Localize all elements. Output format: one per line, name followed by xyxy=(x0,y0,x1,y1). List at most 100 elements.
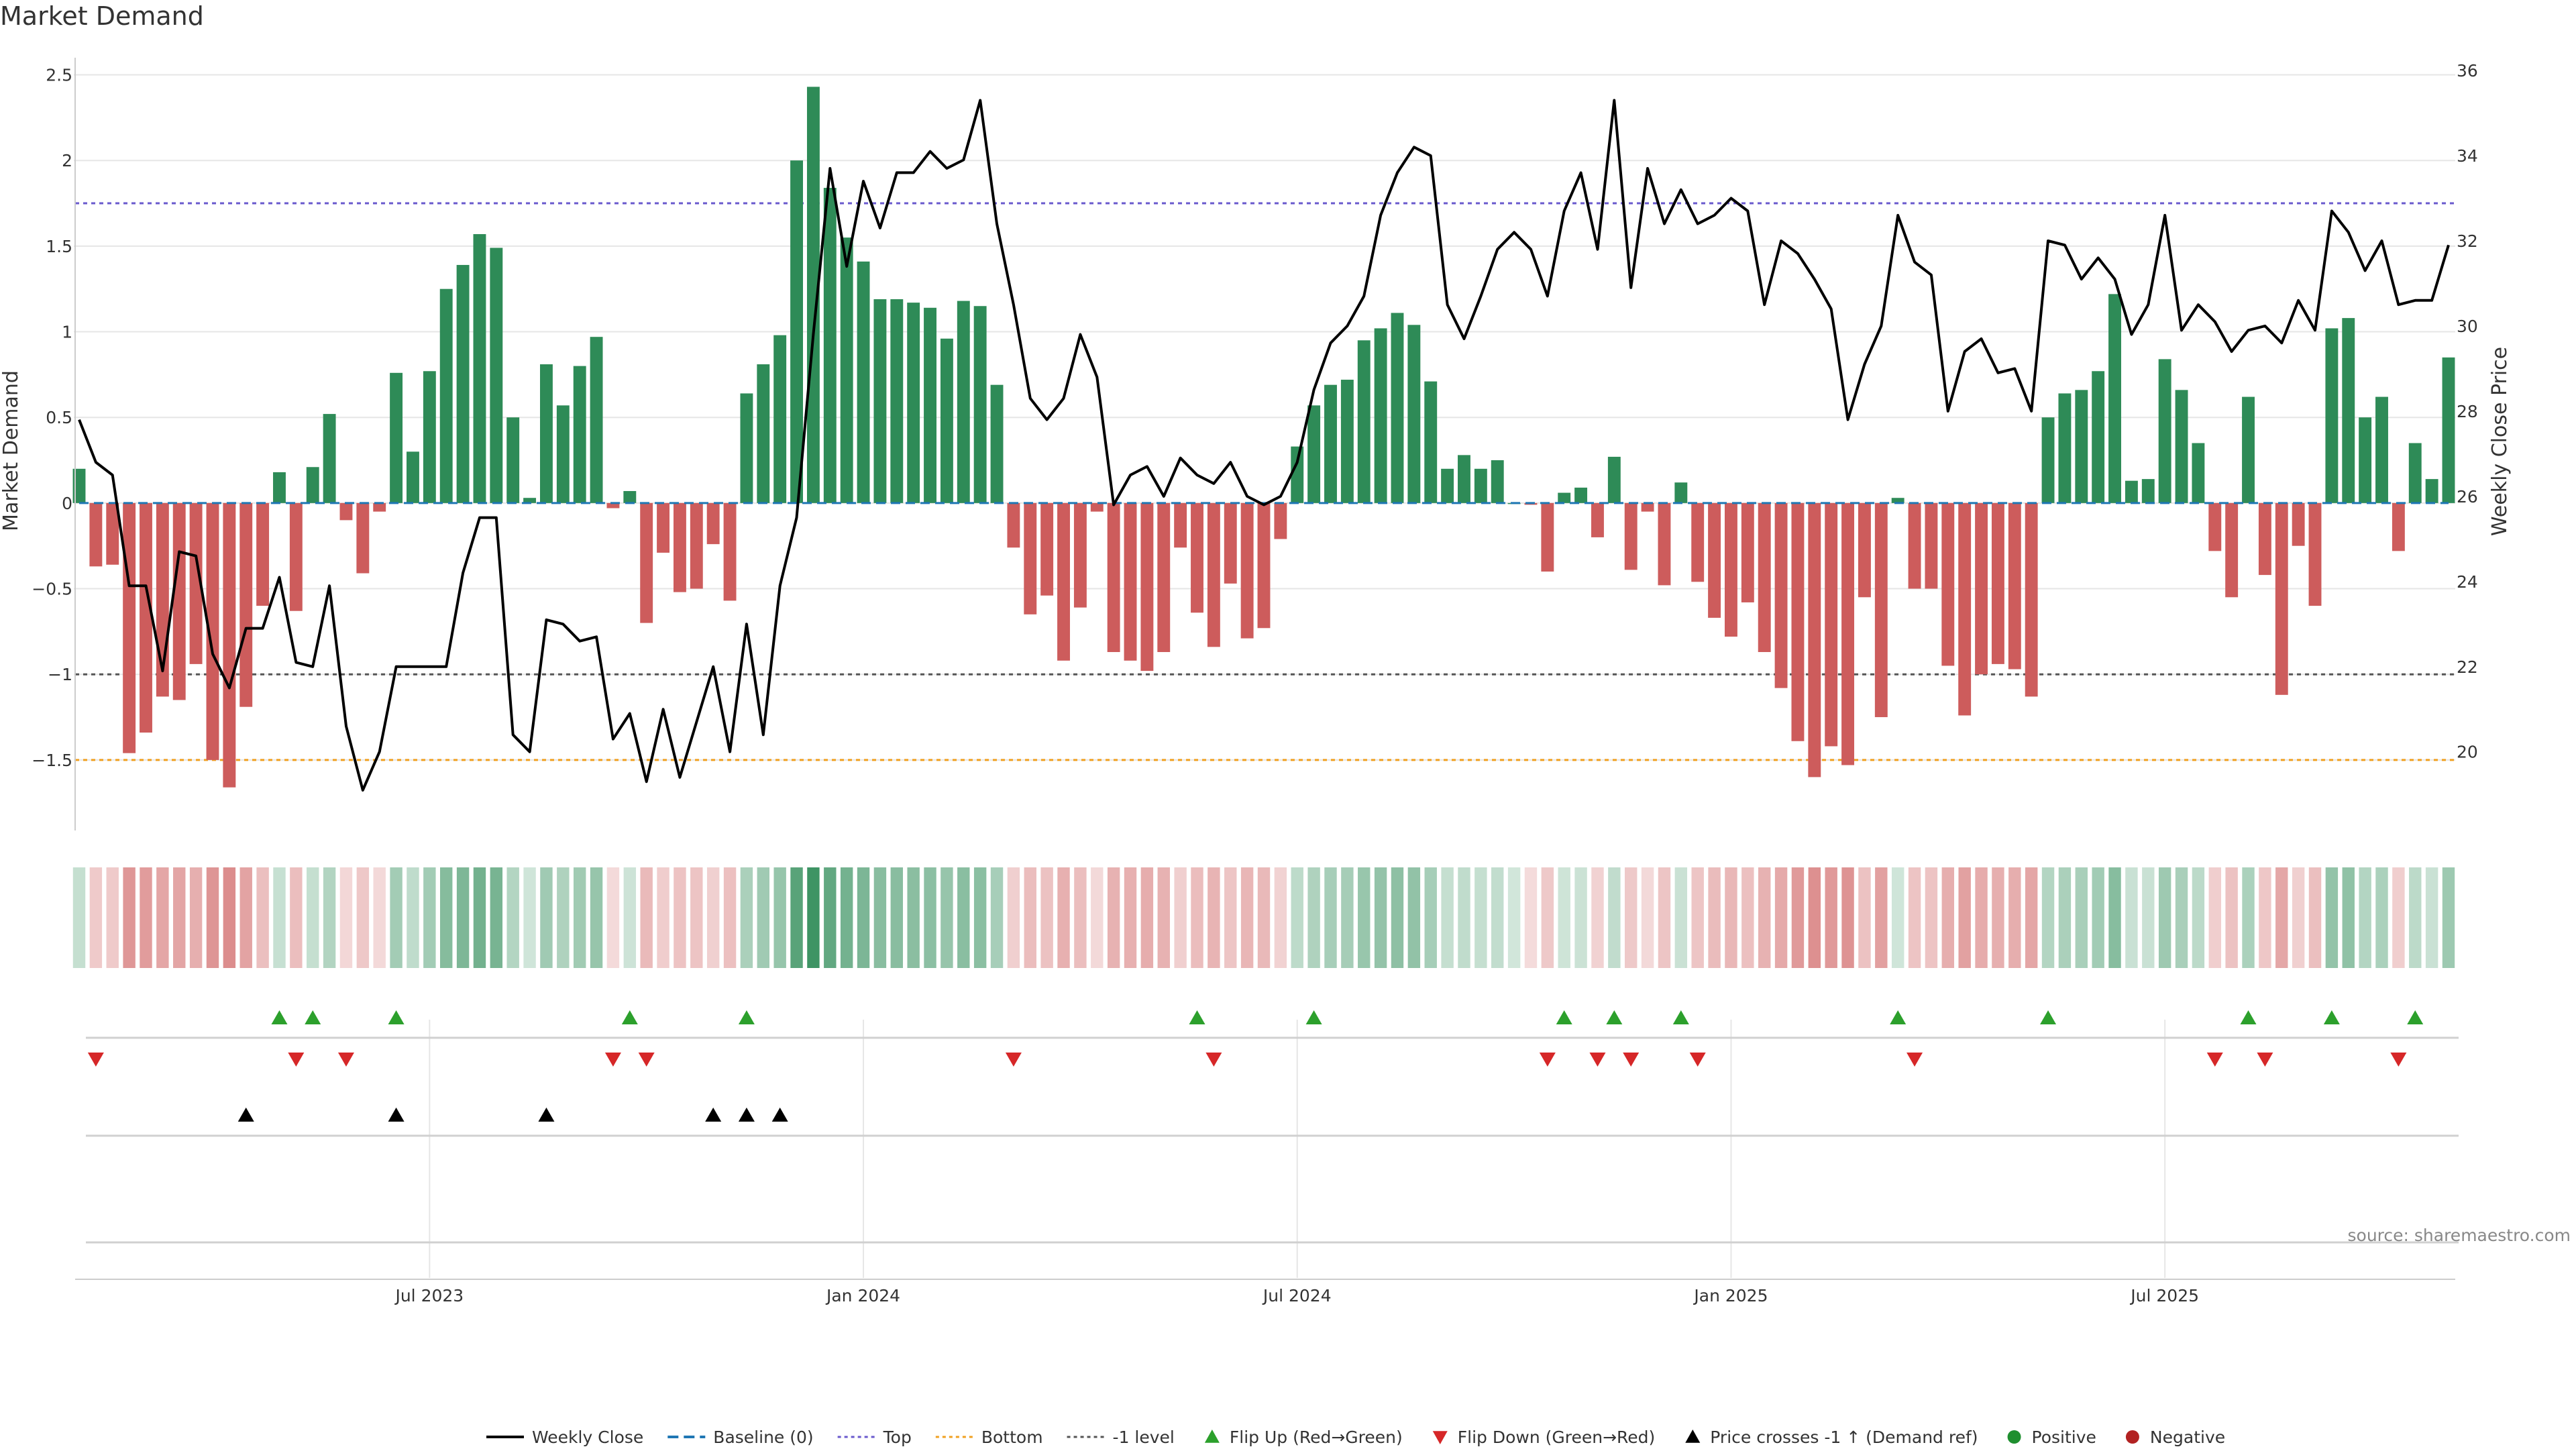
legend-label: Bottom xyxy=(981,1428,1043,1447)
heat-cell xyxy=(1324,867,1337,968)
y-right-tick-label: 22 xyxy=(2457,657,2478,677)
chart-title: Market Demand xyxy=(0,1,204,31)
demand-bar xyxy=(1558,492,1571,503)
demand-bar xyxy=(172,502,186,700)
heat-cell xyxy=(106,867,119,968)
demand-bar xyxy=(1340,380,1354,503)
heat-cell xyxy=(140,867,152,968)
heat-cell xyxy=(941,867,953,968)
heat-cell xyxy=(456,867,470,968)
heat-cell xyxy=(657,867,669,968)
cross-marker xyxy=(538,1108,555,1122)
y-right-tick-label: 36 xyxy=(2457,61,2478,80)
heat-cell xyxy=(273,867,286,968)
demand-bar xyxy=(1157,502,1171,653)
heat-cell xyxy=(2242,867,2255,968)
heat-cell xyxy=(239,867,252,968)
demand-bar xyxy=(1658,502,1671,586)
heat-cell xyxy=(506,867,519,968)
demand-bar xyxy=(590,337,603,503)
demand-bar xyxy=(573,366,586,503)
heat-cell xyxy=(2075,867,2088,968)
heat-cell xyxy=(2409,867,2422,968)
flip-up-marker xyxy=(388,1010,405,1024)
heat-cell xyxy=(2342,867,2355,968)
demand-bar xyxy=(1825,502,1838,747)
flip-up-marker xyxy=(1556,1010,1572,1024)
demand-bar xyxy=(1991,502,2004,664)
heat-cell xyxy=(1608,867,1621,968)
legend-label: Price crosses -1 ↑ (Demand ref) xyxy=(1710,1428,1978,1447)
demand-bar xyxy=(806,87,820,503)
heat-cell xyxy=(1507,867,1521,968)
heat-cell xyxy=(740,867,753,968)
demand-bar xyxy=(823,188,837,503)
legend-label: Weekly Close xyxy=(532,1428,643,1447)
heat-cell xyxy=(490,867,503,968)
demand-bar xyxy=(1791,502,1805,741)
y-axis-left-title: Market Demand xyxy=(0,370,23,531)
demand-bar xyxy=(1257,502,1271,629)
demand-bar xyxy=(673,502,686,592)
heat-cell xyxy=(1641,867,1654,968)
heat-cell xyxy=(2058,867,2072,968)
demand-bar xyxy=(2359,417,2372,503)
demand-bar xyxy=(2108,294,2121,503)
demand-bar xyxy=(1474,468,1487,503)
demand-bar xyxy=(490,248,503,503)
demand-bar xyxy=(1424,381,1438,503)
heat-cell xyxy=(773,867,786,968)
legend: Weekly Close Baseline (0) Top Bottom -1 leve… xyxy=(486,1428,2225,1447)
legend-label: Negative xyxy=(2150,1428,2225,1447)
heat-cell xyxy=(1057,867,1070,968)
legend-label: Positive xyxy=(2032,1428,2096,1447)
heat-cell xyxy=(307,867,319,968)
heat-cell xyxy=(790,867,803,968)
flip-down-marker xyxy=(87,1053,104,1067)
demand-bar xyxy=(140,502,152,733)
demand-bar xyxy=(773,335,787,503)
demand-bar xyxy=(657,502,670,553)
y-right-tick-label: 24 xyxy=(2457,572,2478,592)
flip-down-marker xyxy=(2390,1053,2407,1067)
flip-down-marker xyxy=(1205,1053,1222,1067)
flip-down-marker xyxy=(1623,1053,1640,1067)
heat-cell xyxy=(1891,867,1904,968)
demand-bar xyxy=(2175,390,2188,503)
heat-cell xyxy=(2175,867,2188,968)
demand-bar xyxy=(1224,502,1237,584)
flip-up-marker xyxy=(738,1010,755,1024)
legend-swatch-triangle-up xyxy=(1685,1430,1701,1443)
heat-cell xyxy=(1791,867,1805,968)
flip-up-marker xyxy=(2040,1010,2057,1024)
heat-cell xyxy=(2025,867,2038,968)
heat-cell xyxy=(1841,867,1854,968)
demand-bar xyxy=(1891,498,1904,503)
demand-bar xyxy=(2041,417,2055,503)
flip-down-marker xyxy=(1689,1053,1706,1067)
heat-cell xyxy=(373,867,386,968)
demand-bar xyxy=(1908,502,1921,589)
flip-up-marker xyxy=(1672,1010,1689,1024)
demand-bar xyxy=(723,502,737,601)
heat-cell xyxy=(2392,867,2405,968)
heat-cell xyxy=(290,867,303,968)
demand-bar xyxy=(390,372,403,503)
heat-cell xyxy=(757,867,770,968)
demand-bar xyxy=(740,393,753,503)
heat-cell xyxy=(1441,867,1454,968)
heat-cell xyxy=(1524,867,1538,968)
heat-cell xyxy=(640,867,653,968)
heat-cell xyxy=(156,867,169,968)
demand-bar xyxy=(1307,405,1321,503)
heat-cell xyxy=(1291,867,1303,968)
demand-bar xyxy=(72,468,86,503)
heat-cell xyxy=(573,867,586,968)
demand-bar xyxy=(1374,328,1387,503)
axes: −1.5 −1 −0.5 0 0.5 1 1.5 2 2.5 20 22 24 26 28 30 32 34 36… xyxy=(32,58,2478,1305)
demand-bar xyxy=(339,502,353,521)
demand-bar xyxy=(2075,390,2088,503)
legend-swatch-triangle-up xyxy=(1204,1430,1220,1443)
demand-bar xyxy=(1040,502,1054,596)
